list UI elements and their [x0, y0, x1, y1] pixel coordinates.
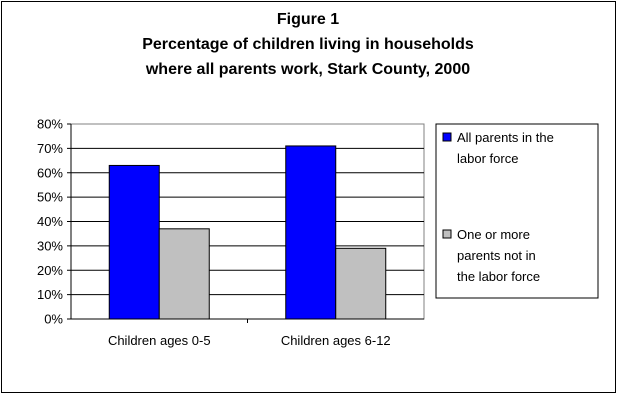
bar	[285, 145, 337, 320]
chart-title-line: where all parents work, Stark County, 20…	[145, 61, 470, 78]
bar	[108, 164, 160, 320]
legend-label: All parents in the	[457, 130, 554, 145]
legend-label: parents not in	[457, 248, 536, 263]
y-tick-label: 20%	[37, 263, 63, 278]
chart-frame: Figure 1 Percentage of children living in…	[1, 1, 616, 393]
legend-swatch	[442, 229, 452, 239]
bar	[335, 247, 387, 320]
y-tick-label: 30%	[37, 238, 63, 253]
bar	[158, 228, 210, 320]
legend-label: the labor force	[457, 269, 540, 284]
y-tick-label: 60%	[37, 165, 63, 180]
y-tick-label: 10%	[37, 287, 63, 302]
y-tick-label: 0%	[44, 312, 63, 327]
y-tick-label: 40%	[37, 214, 63, 229]
legend-label: labor force	[457, 151, 518, 166]
plot-area: 0% 10% 20% 30% 40% 50% 60% 70% 80% Children ages …	[37, 117, 425, 348]
x-tick-label: Children ages 6-12	[281, 333, 391, 348]
chart-svg: Figure 1 Percentage of children living in…	[37, 11, 599, 348]
y-tick-label: 80%	[37, 117, 63, 132]
legend: All parents in the labor force One or more…	[435, 123, 599, 299]
y-tick-label: 70%	[37, 141, 63, 156]
legend-swatch	[442, 132, 452, 142]
legend-box	[435, 123, 599, 299]
x-tick-label: Children ages 0-5	[108, 333, 211, 348]
chart-title-line: Figure 1	[277, 11, 339, 28]
chart-title-line: Percentage of children living in househo…	[142, 36, 474, 53]
y-tick-label: 50%	[37, 190, 63, 205]
chart-title: Figure 1 Percentage of children living in…	[142, 11, 474, 78]
legend-label: One or more	[457, 227, 530, 242]
